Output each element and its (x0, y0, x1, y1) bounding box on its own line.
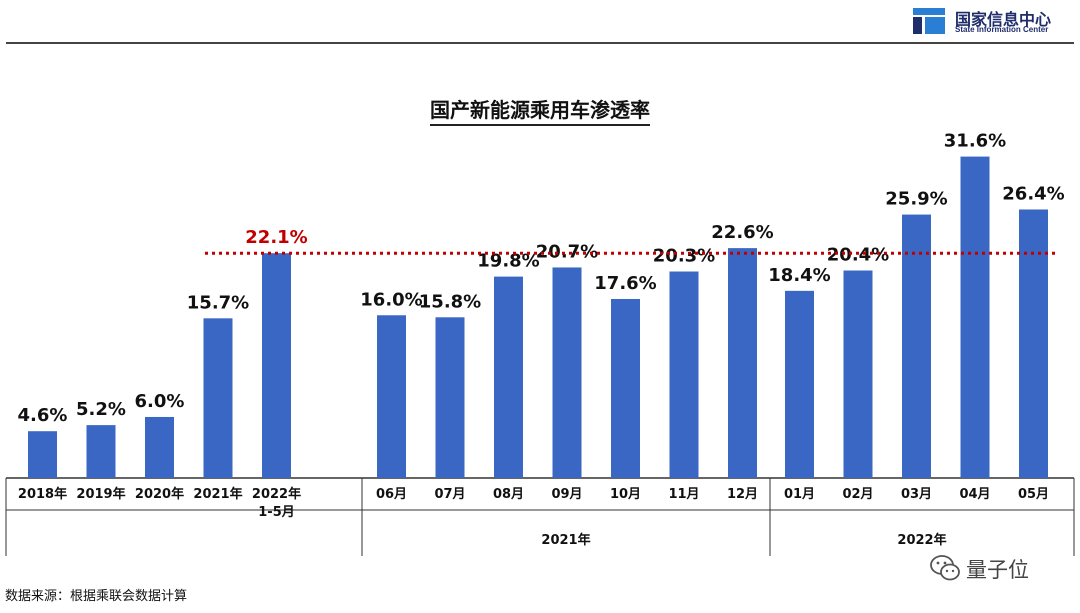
bar (145, 416, 174, 478)
x-tick-label: 07月 (434, 487, 465, 502)
watermark: 量子位 (930, 552, 1070, 586)
bar (902, 214, 931, 478)
bar (28, 431, 57, 478)
data-label: 25.9% (885, 189, 947, 210)
x-tick-label: 2020年 (135, 486, 184, 502)
bar (785, 290, 814, 478)
x-tick-label: 2021年 (193, 486, 242, 502)
bar (377, 315, 406, 478)
data-label: 4.6% (18, 405, 68, 426)
bar (1019, 209, 1048, 478)
x-tick-label: 09月 (551, 487, 582, 502)
org-logo: 国家信息中心 State Information Center (913, 6, 1073, 38)
bar (203, 318, 233, 478)
x-tick-label: 11月 (668, 487, 699, 502)
x-tick-label: 12月 (727, 487, 758, 502)
wechat-icon (930, 555, 960, 581)
bar (960, 156, 990, 478)
x-tick-label: 1-5月 (258, 505, 295, 520)
data-label: 22.1% (245, 227, 307, 248)
x-tick-label: 08月 (493, 487, 524, 502)
data-label: 15.8% (419, 291, 481, 312)
x-tick-label: 02月 (842, 487, 873, 502)
group-label: 2022年 (897, 532, 946, 548)
data-label: 22.6% (711, 222, 773, 243)
data-label: 6.0% (135, 391, 185, 412)
x-tick-label: 2022年 (252, 486, 301, 502)
data-source-note: 数据来源：根据乘联会数据计算 (5, 589, 188, 604)
bar (262, 253, 291, 478)
x-tick-label: 06月 (376, 487, 407, 502)
x-tick-label: 2018年 (18, 486, 67, 502)
group-label: 2021年 (541, 532, 590, 548)
data-label: 20.4% (827, 245, 889, 266)
data-label: 17.6% (594, 273, 656, 294)
chart-title-text: 国产新能源乘用车渗透率 (430, 98, 650, 126)
header-divider (6, 42, 1074, 44)
x-tick-label: 03月 (901, 487, 932, 502)
data-label: 15.7% (187, 292, 249, 313)
bar (611, 298, 640, 478)
chart-title: 国产新能源乘用车渗透率 (0, 94, 1080, 126)
org-logo-icon (913, 8, 945, 34)
data-label: 16.0% (360, 289, 422, 310)
bar (494, 276, 523, 478)
x-tick-label: 01月 (784, 487, 815, 502)
data-label: 18.4% (768, 265, 830, 286)
x-tick-label: 10月 (610, 487, 641, 502)
bar (843, 270, 873, 478)
x-tick-label: 04月 (959, 487, 990, 502)
data-label: 31.6% (944, 131, 1006, 152)
bar (86, 425, 116, 478)
data-label: 20.7% (536, 241, 598, 262)
bar (669, 271, 699, 478)
x-tick-label: 05月 (1018, 487, 1049, 502)
x-tick-label: 2019年 (76, 486, 125, 502)
data-label: 20.3% (653, 246, 715, 267)
data-label: 19.8% (477, 251, 539, 272)
bar (552, 267, 582, 478)
data-label: 26.4% (1002, 183, 1064, 204)
watermark-text: 量子位 (966, 558, 1029, 582)
data-label: 5.2% (76, 399, 126, 420)
bar (435, 317, 465, 478)
org-name-en: State Information Center (955, 25, 1049, 34)
org-name-cn: 国家信息中心 (955, 10, 1052, 29)
bar (728, 248, 757, 478)
